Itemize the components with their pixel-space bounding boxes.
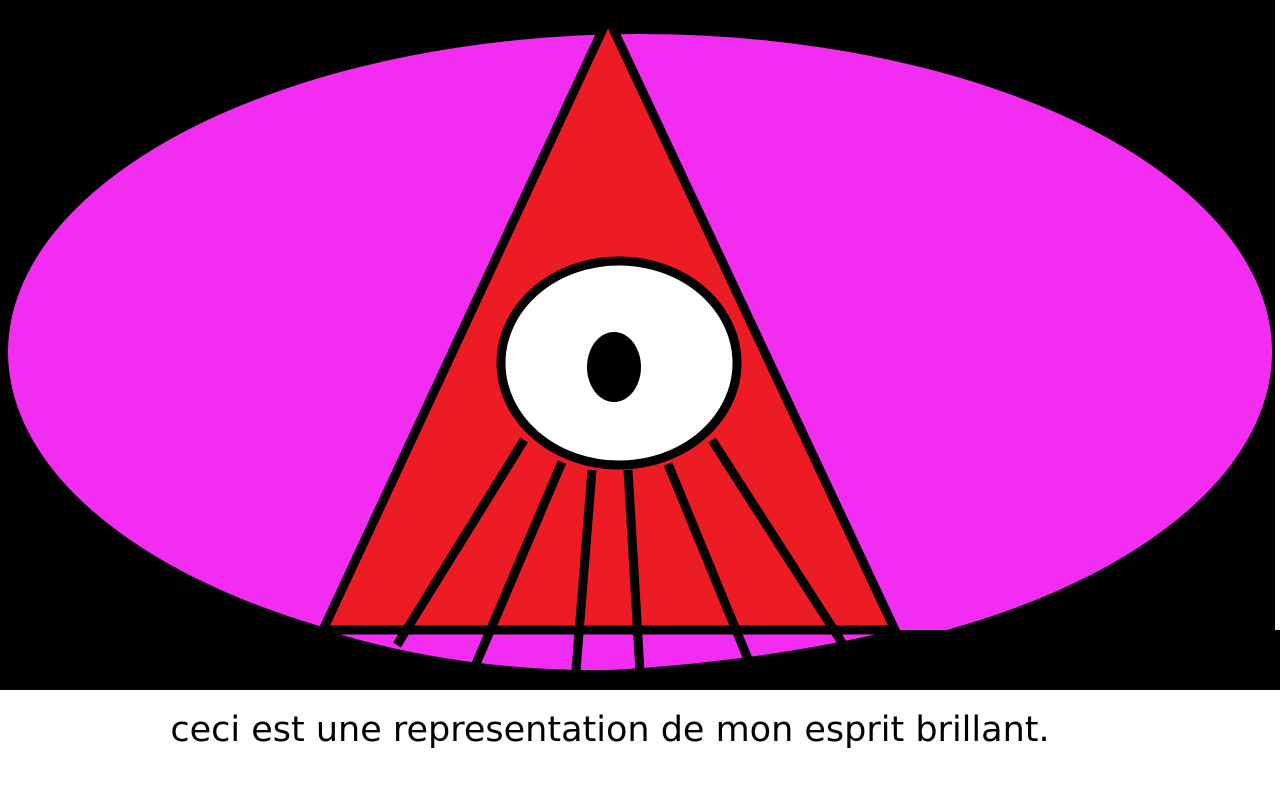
ray-3 — [571, 469, 597, 671]
rays — [393, 437, 852, 673]
ray-5 — [663, 462, 755, 666]
ray-1 — [393, 437, 528, 648]
ellipse-bottom-arc — [325, 630, 895, 671]
ray-2 — [471, 460, 567, 666]
pupil — [587, 332, 641, 402]
ray-4 — [623, 469, 645, 673]
caption-text: ceci est une representation de mon espri… — [170, 710, 1050, 750]
ray-6 — [708, 437, 852, 655]
